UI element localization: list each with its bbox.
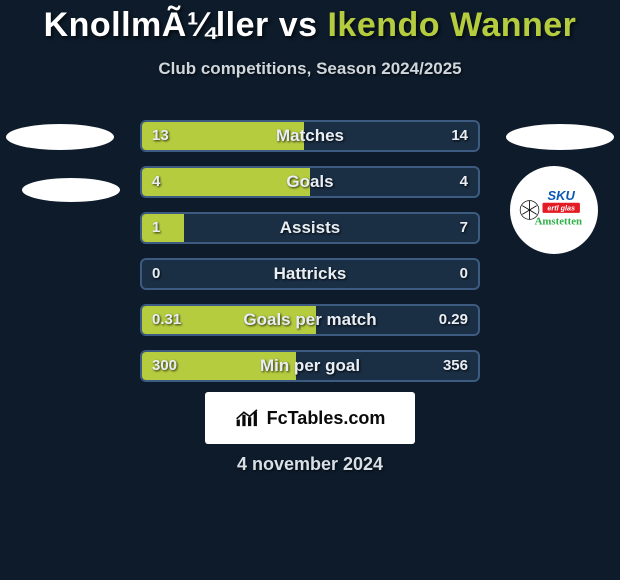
stats-bars: 13Matches14 4Goals4 1Assists7 0Hattricks0 0.… (140, 120, 480, 396)
subtitle: Club competitions, Season 2024/2025 (0, 59, 620, 79)
club-logo-svg: SKU ertl glas Amstetten (518, 186, 590, 234)
stat-row: 300Min per goal356 (140, 350, 480, 382)
stat-row: 0Hattricks0 (140, 258, 480, 290)
stat-row: 13Matches14 (140, 120, 480, 152)
stat-label: Goals (142, 168, 478, 196)
stat-row: 4Goals4 (140, 166, 480, 198)
stat-label: Assists (142, 214, 478, 242)
stat-label: Min per goal (142, 352, 478, 380)
page-title: KnollmÃ¼ller vs Ikendo Wanner (0, 0, 620, 45)
stat-value-right: 356 (443, 352, 468, 380)
stat-label: Hattricks (142, 260, 478, 288)
stat-label: Goals per match (142, 306, 478, 334)
brand-badge: FcTables.com (205, 392, 415, 444)
svg-text:SKU: SKU (548, 188, 576, 203)
placeholder-oval-right-top (506, 124, 614, 150)
svg-text:ertl glas: ertl glas (547, 204, 575, 213)
stat-value-right: 14 (451, 122, 468, 150)
stat-value-right: 7 (460, 214, 468, 242)
stat-row: 1Assists7 (140, 212, 480, 244)
footer-date: 4 november 2024 (0, 454, 620, 475)
stat-value-right: 4 (460, 168, 468, 196)
brand-text: FcTables.com (267, 408, 386, 429)
club-logo: SKU ertl glas Amstetten (510, 166, 598, 254)
title-player1: KnollmÃ¼ller (44, 6, 269, 44)
stat-value-right: 0.29 (439, 306, 468, 334)
stat-row: 0.31Goals per match0.29 (140, 304, 480, 336)
placeholder-oval-left-bottom (22, 178, 120, 202)
stat-value-right: 0 (460, 260, 468, 288)
title-vs: vs (279, 6, 318, 44)
chart-icon (235, 407, 261, 429)
title-player2: Ikendo Wanner (327, 6, 576, 44)
placeholder-oval-left-top (6, 124, 114, 150)
stat-label: Matches (142, 122, 478, 150)
svg-text:Amstetten: Amstetten (535, 215, 582, 227)
